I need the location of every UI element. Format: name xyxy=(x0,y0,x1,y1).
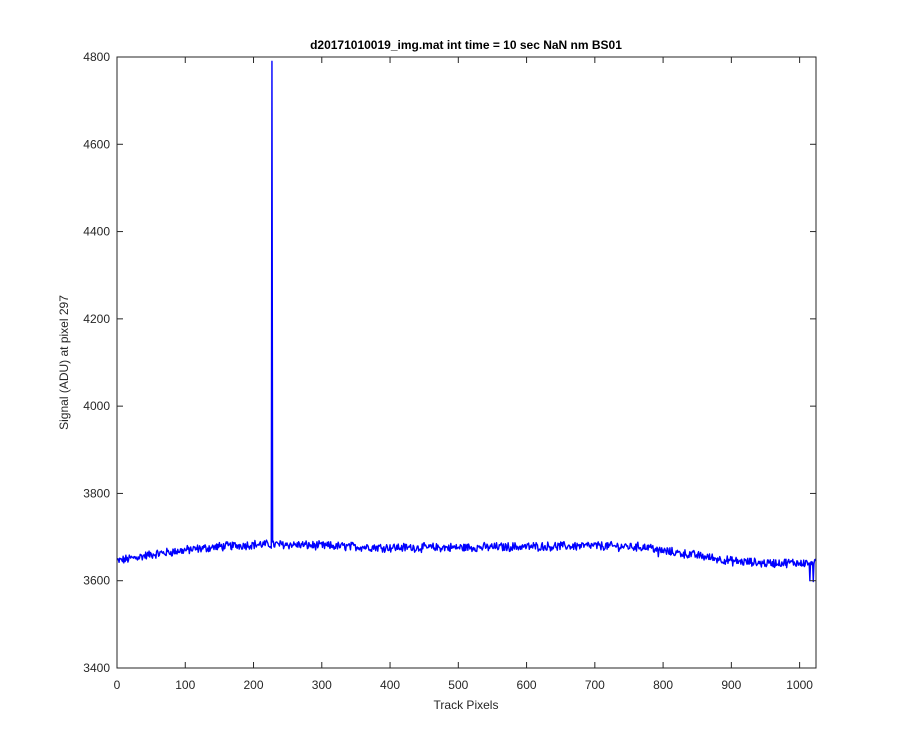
x-tick-label: 700 xyxy=(585,678,605,692)
y-axis-label: Signal (ADU) at pixel 297 xyxy=(57,295,71,430)
y-tick-label: 4000 xyxy=(83,399,110,413)
y-axis: 3400 3600 3800 4000 4200 4400 4600 4800 xyxy=(83,50,816,675)
y-tick-label: 3400 xyxy=(83,661,110,675)
x-tick-label: 300 xyxy=(312,678,332,692)
x-axis-label: Track Pixels xyxy=(434,698,499,712)
x-tick-label: 200 xyxy=(244,678,264,692)
axes-background xyxy=(117,57,816,668)
x-tick-label: 800 xyxy=(653,678,673,692)
y-tick-label: 4200 xyxy=(83,312,110,326)
x-axis: 0 100 200 300 400 500 600 700 800 900 1000 xyxy=(114,57,813,692)
axes-frame xyxy=(116,56,817,669)
y-tick-label: 4600 xyxy=(83,137,110,151)
plot-area xyxy=(116,60,817,583)
x-tick-label: 600 xyxy=(517,678,537,692)
x-tick-label: 900 xyxy=(721,678,741,692)
x-tick-label: 1000 xyxy=(786,678,813,692)
y-tick-label: 3800 xyxy=(83,486,110,500)
x-tick-label: 400 xyxy=(380,678,400,692)
chart-title: d20171010019_img.mat int time = 10 sec N… xyxy=(310,38,622,52)
y-tick-label: 3600 xyxy=(83,574,110,588)
x-tick-label: 100 xyxy=(175,678,195,692)
y-tick-label: 4800 xyxy=(83,50,110,64)
y-tick-label: 4400 xyxy=(83,225,110,239)
x-tick-label: 0 xyxy=(114,678,121,692)
signal-series-line xyxy=(116,60,817,583)
x-tick-label: 500 xyxy=(448,678,468,692)
